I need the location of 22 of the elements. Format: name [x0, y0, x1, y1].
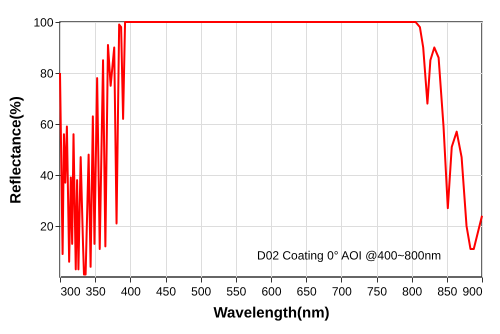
x-tick-label: 400 [120, 284, 142, 298]
y-tick-label: 60 [40, 118, 54, 132]
x-tick-label: 600 [261, 284, 282, 298]
x-tick-label: 700 [332, 284, 352, 298]
x-tick-label: 750 [366, 284, 388, 298]
line-series [59, 21, 483, 276]
x-tick-label: 650 [296, 284, 317, 298]
y-axis-title: Reflectance(%) [7, 96, 24, 204]
y-tick-label: 100 [33, 16, 54, 30]
y-tick-label: 80 [40, 66, 54, 80]
x-tick-label: 800 [402, 284, 422, 298]
x-axis-title: Wavelength(nm) [213, 304, 330, 322]
x-tick-label: 300 [60, 284, 81, 298]
annotation: D02 Coating 0° AOI @400~800nm [257, 248, 442, 262]
y-tick-label: 40 [40, 168, 54, 182]
x-tick-label: 500 [191, 284, 212, 298]
x-tick-label: 450 [156, 284, 176, 298]
x-tick-label: 550 [226, 284, 247, 298]
x-tick-label: 350 [86, 284, 106, 298]
x-tick-label: 850 [437, 284, 458, 298]
y-tick-label: 20 [40, 220, 54, 234]
x-tick-label: 900 [462, 284, 483, 298]
